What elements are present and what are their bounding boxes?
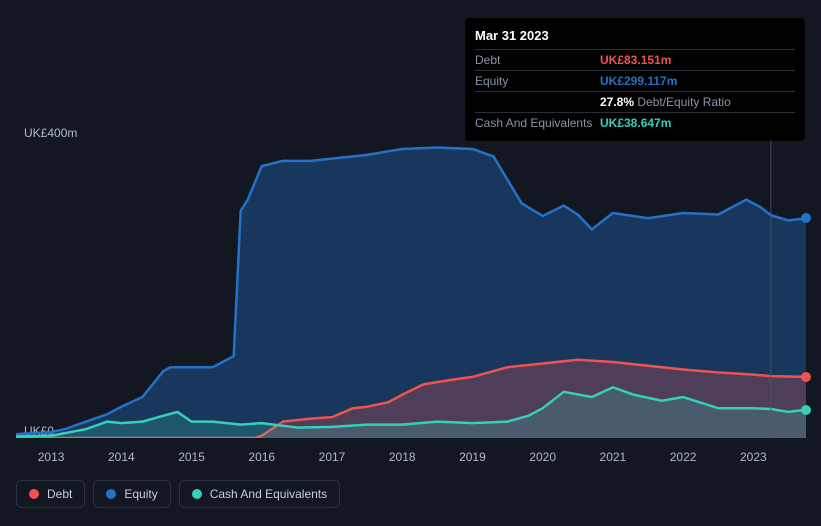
legend-item-cash[interactable]: Cash And Equivalents	[179, 480, 340, 508]
end-dot-debt	[801, 372, 811, 382]
xaxis-tick-label: 2021	[600, 450, 627, 464]
tooltip-key: Debt	[475, 53, 600, 67]
legend-dot-icon	[192, 489, 202, 499]
tooltip-value: UK£83.151m	[600, 53, 671, 67]
xaxis-tick-label: 2015	[178, 450, 205, 464]
tooltip-key	[475, 95, 600, 109]
legend-label: Debt	[47, 487, 72, 501]
tooltip-value: 27.8% Debt/Equity Ratio	[600, 95, 731, 109]
xaxis-tick-label: 2018	[389, 450, 416, 464]
xaxis-tick-label: 2023	[740, 450, 767, 464]
chart-svg	[16, 140, 806, 438]
legend-dot-icon	[106, 489, 116, 499]
legend: Debt Equity Cash And Equivalents	[16, 480, 340, 508]
end-dot-cash	[801, 405, 811, 415]
tooltip-value: UK£299.117m	[600, 74, 677, 88]
xaxis-tick-label: 2019	[459, 450, 486, 464]
legend-label: Cash And Equivalents	[210, 487, 327, 501]
tooltip-row: Cash And EquivalentsUK£38.647m	[475, 112, 795, 133]
tooltip-key: Cash And Equivalents	[475, 116, 600, 130]
tooltip-row: DebtUK£83.151m	[475, 49, 795, 70]
tooltip-rows: DebtUK£83.151mEquityUK£299.117m27.8% Deb…	[475, 49, 795, 133]
xaxis-tick-label: 2022	[670, 450, 697, 464]
xaxis-tick-label: 2016	[248, 450, 275, 464]
end-dot-equity	[801, 213, 811, 223]
legend-item-debt[interactable]: Debt	[16, 480, 85, 508]
legend-label: Equity	[124, 487, 157, 501]
yaxis-tick-label: UK£400m	[24, 126, 77, 140]
tooltip-key: Equity	[475, 74, 600, 88]
tooltip-title: Mar 31 2023	[475, 26, 795, 49]
legend-dot-icon	[29, 489, 39, 499]
legend-item-equity[interactable]: Equity	[93, 480, 170, 508]
tooltip-value: UK£38.647m	[600, 116, 671, 130]
chart-area	[16, 140, 806, 438]
tooltip-row: 27.8% Debt/Equity Ratio	[475, 91, 795, 112]
xaxis-tick-label: 2014	[108, 450, 135, 464]
xaxis-tick-label: 2017	[319, 450, 346, 464]
tooltip-row: EquityUK£299.117m	[475, 70, 795, 91]
xaxis-tick-label: 2013	[38, 450, 65, 464]
xaxis-tick-label: 2020	[529, 450, 556, 464]
tooltip-panel: Mar 31 2023 DebtUK£83.151mEquityUK£299.1…	[465, 18, 805, 141]
